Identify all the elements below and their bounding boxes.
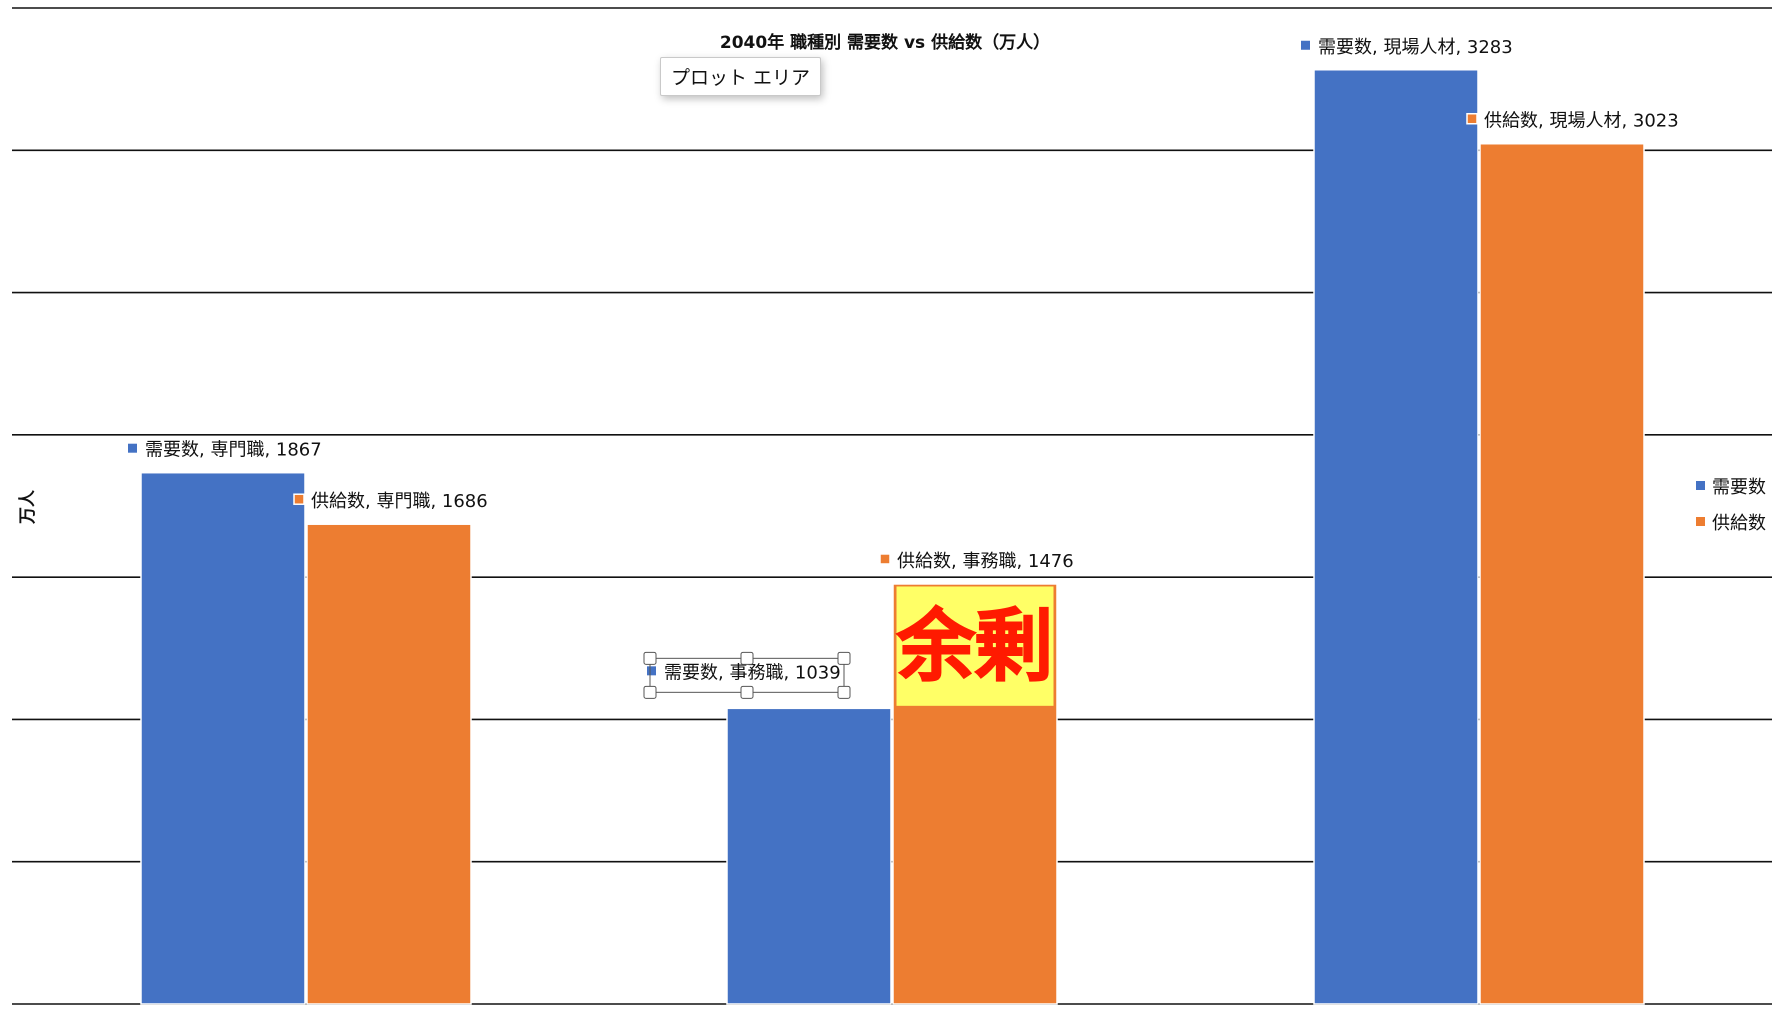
bar-供給数-現場人材 (1479, 142, 1645, 1005)
chart-title: 2040年 職種別 需要数 vs 供給数（万人） (720, 32, 1050, 53)
data-label: 需要数, 現場人材, 3283 (1318, 37, 1513, 58)
bar-供給数-専門職 (306, 523, 472, 1005)
legend-swatch-需要数 (1696, 481, 1705, 490)
bar-需要数-現場人材 (1313, 69, 1479, 1005)
data-label-marker (1466, 112, 1478, 125)
selection-handle (837, 651, 851, 665)
selection-handle (837, 685, 851, 699)
data-label: 供給数, 専門職, 1686 (311, 491, 488, 512)
y-axis-label: 万人 (18, 489, 38, 525)
data-label: 供給数, 現場人材, 3023 (1484, 111, 1679, 132)
selection-handle (740, 685, 754, 699)
surplus-annotation-text: 余剰 (896, 602, 1053, 692)
data-label-marker (293, 493, 305, 505)
bar-需要数-事務職 (726, 707, 892, 1005)
data-label: 需要数, 専門職, 1867 (145, 440, 322, 461)
surplus-annotation-box (895, 585, 1055, 707)
plot-area-tooltip: プロット エリア (660, 57, 822, 96)
data-label-marker (879, 553, 891, 565)
data-label-marker (647, 666, 656, 676)
data-label: 需要数, 事務職, 1039 (664, 662, 841, 683)
selection-handle (643, 685, 657, 699)
data-label: 供給数, 事務職, 1476 (897, 551, 1074, 572)
legend-swatch-供給数 (1696, 517, 1705, 526)
selection-handle (643, 651, 657, 665)
bar-需要数-専門職 (140, 471, 306, 1005)
selection-handle (740, 651, 754, 665)
data-label-marker (1301, 40, 1310, 50)
data-label-marker (128, 443, 137, 453)
legend-label-供給数: 供給数 (1712, 513, 1766, 534)
legend-label-需要数: 需要数 (1712, 477, 1766, 498)
